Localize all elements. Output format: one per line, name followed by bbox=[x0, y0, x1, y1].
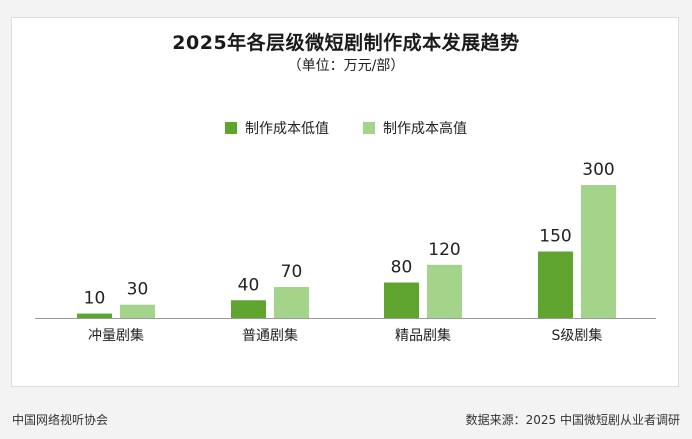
data-label-high-0: 30 bbox=[127, 280, 149, 300]
bar-high-1 bbox=[274, 286, 309, 318]
bar-high-2 bbox=[427, 264, 462, 318]
chart-subtitle: （单位：万元/部） bbox=[287, 58, 405, 74]
footer-organization: 中国网络视听协会 bbox=[12, 413, 109, 427]
bar-low-0 bbox=[77, 313, 112, 318]
legend-swatch-low bbox=[225, 122, 237, 134]
legend-label-low: 制作成本低值 bbox=[245, 121, 329, 137]
legend-swatch-high bbox=[363, 122, 375, 134]
data-label-low-3: 150 bbox=[539, 227, 571, 247]
category-label-1: 普通剧集 bbox=[242, 327, 298, 344]
bar-low-1 bbox=[231, 300, 266, 318]
chart-card bbox=[11, 17, 679, 387]
chart-title: 2025年各层级微短剧制作成本发展趋势 bbox=[172, 32, 520, 54]
footer-source: 数据来源：2025 中国微短剧从业者调研 bbox=[465, 413, 680, 427]
data-label-low-2: 80 bbox=[391, 258, 413, 278]
data-label-low-1: 40 bbox=[238, 275, 260, 295]
bar-low-3 bbox=[538, 251, 573, 318]
legend-item-high: 制作成本高值 bbox=[363, 118, 467, 138]
bar-high-3 bbox=[581, 185, 616, 318]
legend-label-high: 制作成本高值 bbox=[383, 121, 467, 137]
chart-legend: 制作成本低值 制作成本高值 bbox=[0, 118, 692, 138]
data-label-high-2: 120 bbox=[428, 240, 460, 260]
bar-high-0 bbox=[120, 304, 155, 318]
bar-low-2 bbox=[384, 282, 419, 318]
legend-item-low: 制作成本低值 bbox=[225, 118, 329, 138]
category-label-3: S级剧集 bbox=[552, 327, 603, 344]
data-label-low-0: 10 bbox=[84, 289, 106, 309]
category-label-0: 冲量剧集 bbox=[88, 327, 144, 344]
category-label-2: 精品剧集 bbox=[395, 327, 451, 344]
data-label-high-3: 300 bbox=[582, 160, 614, 180]
data-label-high-1: 70 bbox=[281, 262, 303, 282]
